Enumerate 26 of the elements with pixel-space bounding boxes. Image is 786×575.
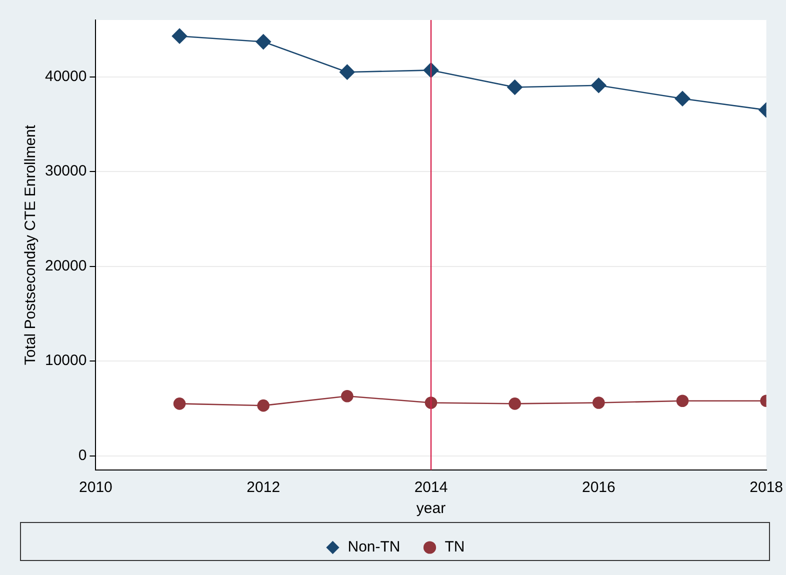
y-tick-label: 10000: [44, 352, 87, 370]
y-tick-label: 0: [78, 446, 87, 464]
y-tick-label: 40000: [44, 68, 87, 85]
point: [674, 90, 690, 106]
y-tick-label: 30000: [44, 162, 87, 180]
point: [173, 398, 186, 410]
point: [340, 64, 355, 80]
legend-label: TN: [444, 538, 465, 556]
y-axis-title: Total Postseconday CTE Enrollment: [22, 124, 40, 366]
x-tick-label: 2018: [750, 479, 784, 496]
point: [676, 394, 689, 407]
point: [172, 28, 188, 44]
point: [508, 398, 521, 410]
point: [592, 396, 605, 409]
x-axis-title: year: [416, 500, 446, 518]
point: [256, 34, 272, 50]
point: [257, 399, 270, 412]
y-tick-label: 20000: [44, 257, 87, 274]
point: [341, 390, 354, 402]
x-tick-label: 2016: [582, 479, 616, 496]
x-tick-label: 2012: [246, 479, 280, 496]
legend-label: Non-TN: [348, 538, 400, 556]
point: [507, 80, 522, 95]
x-tick-label: 2010: [79, 479, 112, 496]
x-tick-label: 2014: [414, 479, 448, 496]
point: [591, 78, 606, 94]
